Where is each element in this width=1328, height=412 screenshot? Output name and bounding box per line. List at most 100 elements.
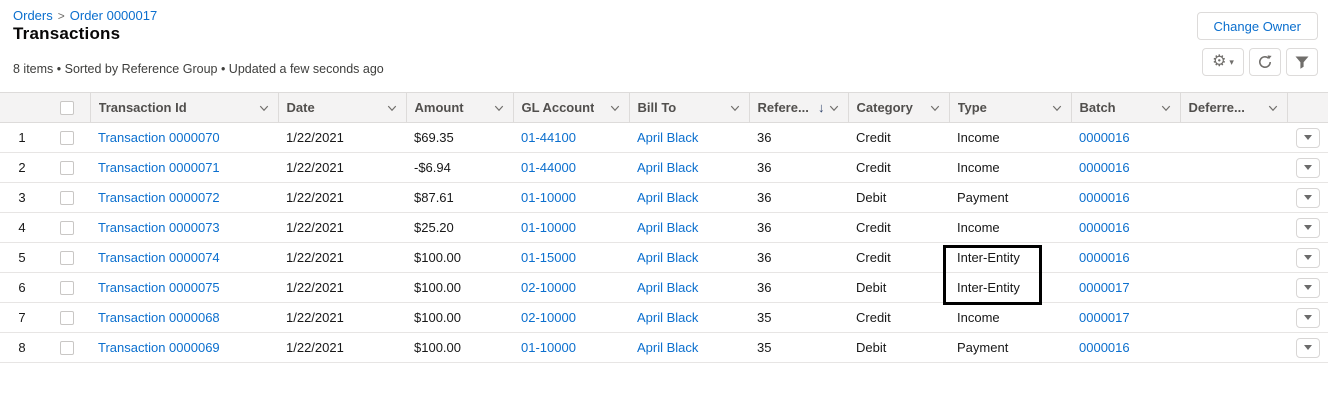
row-actions-button[interactable] [1295,127,1320,148]
batch-link[interactable]: 0000016 [1079,250,1130,265]
row-checkbox[interactable] [60,281,74,296]
list-status-text: 8 items • Sorted by Reference Group • Up… [13,62,384,76]
category-cell: Credit [848,152,949,183]
gl-account-link[interactable]: 02-10000 [521,310,576,325]
row-number: 8 [0,332,44,363]
transaction-id-link[interactable]: Transaction 0000071 [98,160,220,175]
row-actions-button[interactable] [1295,187,1320,208]
bill-to-link[interactable]: April Black [637,130,699,145]
bill-to-link[interactable]: April Black [637,310,699,325]
type-cell: Income [949,302,1071,333]
change-owner-button[interactable]: Change Owner [1196,12,1318,40]
gl-account-link[interactable]: 01-44100 [521,130,576,145]
dropdown-arrow-icon [1303,135,1312,140]
row-checkbox[interactable] [60,311,74,326]
batch-link[interactable]: 0000016 [1079,190,1130,205]
reference-cell: 36 [749,272,848,303]
row-checkbox[interactable] [60,251,74,266]
date-cell: 1/22/2021 [278,302,406,333]
reference-cell: 36 [749,152,848,183]
table-row: 3 Transaction 0000072 1/22/2021 $87.61 0… [0,182,1328,213]
gl-account-link[interactable]: 01-10000 [521,220,576,235]
column-header-bill-to[interactable]: Bill To [629,92,750,123]
bill-to-link[interactable]: April Black [637,160,699,175]
deferred-cell [1180,152,1287,183]
chevron-down-icon [730,105,739,111]
gl-account-link[interactable]: 01-44000 [521,160,576,175]
gl-account-link[interactable]: 01-10000 [521,340,576,355]
bill-to-link[interactable]: April Black [637,280,699,295]
row-actions-button[interactable] [1295,277,1320,298]
dropdown-arrow-icon [1303,285,1312,290]
gl-account-link[interactable]: 01-15000 [521,250,576,265]
breadcrumb-order-link[interactable]: Order 0000017 [69,8,158,23]
transaction-id-link[interactable]: Transaction 0000069 [98,340,220,355]
column-header-reference-group[interactable]: Refere... ↓ [749,92,849,123]
row-actions-button[interactable] [1295,337,1320,358]
column-label: Deferre... [1188,100,1245,115]
transactions-table: Transaction Id Date Amount GL Account Bi… [0,92,1328,363]
row-actions-button[interactable] [1295,247,1320,268]
select-all-checkbox[interactable] [59,101,74,116]
list-controls: ⚙ ▾ [1202,48,1318,76]
bill-to-link[interactable]: April Black [637,250,699,265]
dropdown-arrow-icon [1303,225,1312,230]
row-checkbox[interactable] [60,341,74,356]
batch-link[interactable]: 0000017 [1079,280,1130,295]
breadcrumb-separator: > [57,9,65,23]
row-actions-button[interactable] [1295,157,1320,178]
bill-to-link[interactable]: April Black [637,220,699,235]
row-number: 7 [0,302,44,333]
batch-link[interactable]: 0000016 [1079,220,1130,235]
batch-link[interactable]: 0000017 [1079,310,1130,325]
refresh-button[interactable] [1249,48,1281,76]
transaction-id-link[interactable]: Transaction 0000075 [98,280,220,295]
column-label: Refere... [757,100,809,115]
batch-link[interactable]: 0000016 [1079,340,1130,355]
reference-cell: 35 [749,332,848,363]
row-checkbox[interactable] [60,191,74,206]
column-header-type[interactable]: Type [949,92,1072,123]
gl-account-link[interactable]: 02-10000 [521,280,576,295]
reference-cell: 36 [749,122,848,153]
transaction-id-link[interactable]: Transaction 0000074 [98,250,220,265]
bill-to-link[interactable]: April Black [637,190,699,205]
row-number: 5 [0,242,44,273]
row-checkbox[interactable] [60,221,74,236]
filter-button[interactable] [1286,48,1318,76]
transaction-id-link[interactable]: Transaction 0000070 [98,130,220,145]
column-header-category[interactable]: Category [848,92,950,123]
list-settings-button[interactable]: ⚙ ▾ [1202,48,1244,76]
gl-account-link[interactable]: 01-10000 [521,190,576,205]
chevron-down-icon [1268,105,1277,111]
row-checkbox[interactable] [60,161,74,176]
batch-link[interactable]: 0000016 [1079,130,1130,145]
deferred-cell [1180,302,1287,333]
batch-link[interactable]: 0000016 [1079,160,1130,175]
breadcrumb: Orders > Order 0000017 [13,8,157,23]
chevron-down-icon [387,105,396,111]
transaction-id-link[interactable]: Transaction 0000072 [98,190,220,205]
column-header-deferred[interactable]: Deferre... [1180,92,1288,123]
transaction-id-link[interactable]: Transaction 0000068 [98,310,220,325]
column-header-transaction-id[interactable]: Transaction Id [90,92,279,123]
column-header-amount[interactable]: Amount [406,92,514,123]
column-header-batch[interactable]: Batch [1071,92,1181,123]
bill-to-link[interactable]: April Black [637,340,699,355]
date-cell: 1/22/2021 [278,152,406,183]
amount-cell: $69.35 [406,122,513,153]
row-actions-button[interactable] [1295,217,1320,238]
row-actions-button[interactable] [1295,307,1320,328]
gear-icon: ⚙ [1212,53,1227,70]
column-header-gl-account[interactable]: GL Account [513,92,630,123]
transaction-id-link[interactable]: Transaction 0000073 [98,220,220,235]
column-label: Date [286,100,315,115]
table-row: 5 Transaction 0000074 1/22/2021 $100.00 … [0,242,1328,273]
type-cell: Income [949,122,1071,153]
column-label: Transaction Id [98,100,187,115]
date-cell: 1/22/2021 [278,242,406,273]
dropdown-arrow-icon [1303,165,1312,170]
breadcrumb-orders-link[interactable]: Orders [13,8,53,23]
column-header-date[interactable]: Date [278,92,407,123]
row-checkbox[interactable] [60,131,74,146]
